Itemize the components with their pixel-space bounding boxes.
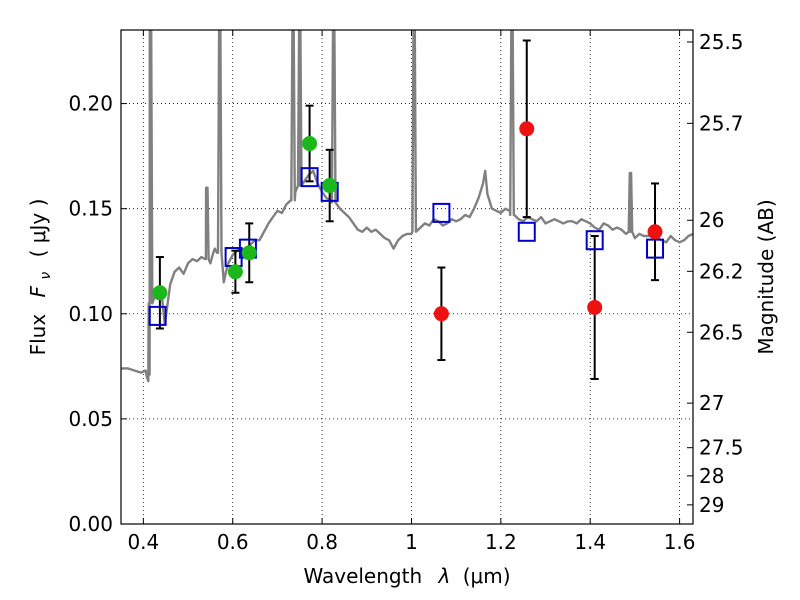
y-axis-label-text: Flux: [26, 314, 50, 356]
spectrum-layer: [121, 30, 693, 383]
y2-tick-label: 29: [699, 493, 724, 517]
x-tick-label: 1: [405, 530, 418, 554]
model-point-square: [300, 167, 319, 188]
model-point-square: [646, 238, 665, 259]
plot-frame: [120, 29, 694, 525]
x-tick-label: 1.4: [574, 530, 606, 554]
observed-point-red: [587, 299, 603, 315]
model-point-square: [585, 230, 604, 251]
observed-point-green: [322, 178, 338, 194]
y-axis-label-subscript: ν: [38, 272, 54, 280]
observed-point-green: [227, 264, 243, 280]
y-axis-label-unit: ( μJy ): [26, 199, 50, 258]
model-point-square: [148, 305, 167, 326]
x-axis-label-symbol: λ: [438, 564, 451, 588]
x-tick-label: 1.2: [485, 530, 517, 554]
y-axis-label: Flux F ν ( μJy ): [26, 199, 55, 356]
x-tick-label: 1.6: [664, 530, 696, 554]
y-tick-label: 0.10: [68, 302, 113, 326]
y-tick-label: 0.20: [68, 92, 113, 116]
tick-layer: 0.4 0.6 0.8 1 1.2 1.4 1.6 0.00 0.05 0.10 0.15 0.20 2…: [68, 30, 743, 554]
spectrum-line: [121, 30, 693, 383]
model-point-square: [517, 221, 536, 242]
x-tick-label: 0.8: [306, 530, 338, 554]
observed-point-red: [433, 306, 449, 322]
y2-tick-label: 27.5: [699, 436, 744, 460]
x-axis-label-text: Wavelength: [303, 564, 422, 588]
observed-point-red: [519, 121, 535, 137]
observed-point-green: [302, 136, 318, 152]
y-tick-label: 0.05: [68, 407, 113, 431]
y2-tick-label: 28: [699, 464, 724, 488]
y2-axis-label: Magnitude (AB): [754, 199, 778, 354]
model-point-square: [432, 202, 451, 223]
y-axis-label-symbol: F: [26, 285, 50, 297]
x-tick-label: 0.6: [217, 530, 249, 554]
x-axis-label: Wavelength λ (μm): [303, 564, 510, 588]
x-axis-label-unit: (μm): [463, 564, 511, 588]
y2-tick-label: 26.5: [699, 320, 744, 344]
y-tick-label: 0.00: [68, 512, 113, 536]
observed-point-red: [647, 224, 663, 240]
x-tick-label: 0.4: [127, 530, 159, 554]
observed-point-green: [241, 245, 257, 261]
y2-tick-label: 27: [699, 391, 724, 415]
y-tick-label: 0.15: [68, 197, 113, 221]
y2-tick-label: 26: [699, 208, 724, 232]
y2-tick-label: 26.2: [699, 259, 744, 283]
y2-tick-label: 25.5: [699, 30, 744, 54]
observed-point-green: [152, 285, 168, 301]
observed-points-layer: [152, 121, 663, 322]
y2-tick-label: 25.7: [699, 111, 744, 135]
